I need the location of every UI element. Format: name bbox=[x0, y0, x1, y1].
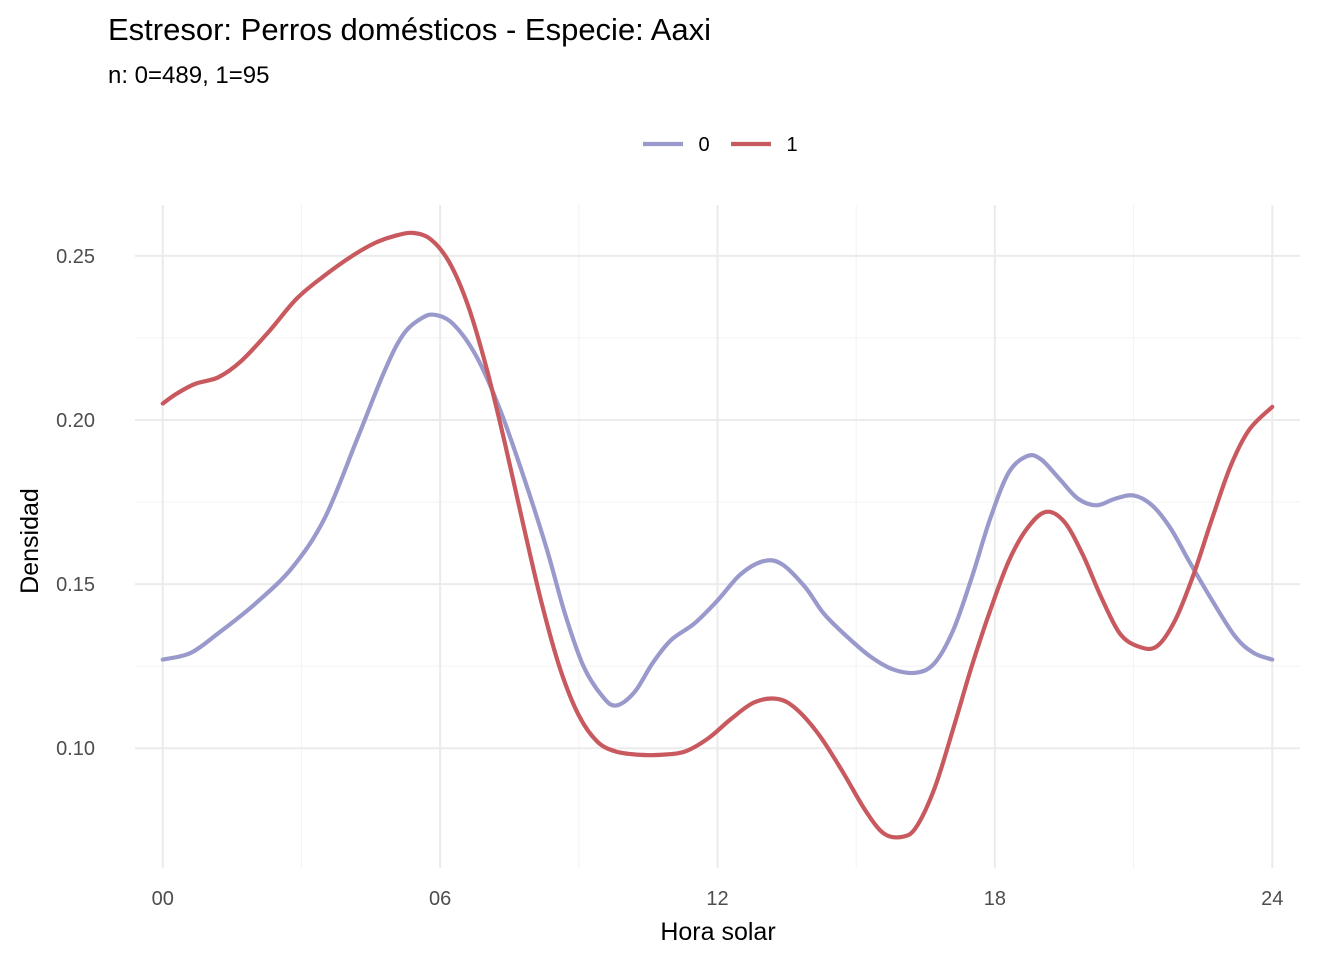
grid-lines bbox=[135, 205, 1300, 868]
x-tick-label: 00 bbox=[152, 888, 174, 910]
x-tick-label: 18 bbox=[984, 888, 1006, 910]
legend-label-0: 0 bbox=[698, 134, 709, 156]
y-axis-ticks: 0.10 0.15 0.20 0.25 bbox=[56, 246, 95, 760]
chart-title: Estresor: Perros domésticos - Especie: A… bbox=[108, 12, 712, 47]
y-axis-title: Densidad bbox=[16, 488, 44, 594]
series-line-1 bbox=[160, 230, 1275, 840]
y-tick-label: 0.15 bbox=[56, 574, 95, 596]
x-axis-ticks: 00 06 12 18 24 bbox=[152, 888, 1284, 910]
x-tick-label: 06 bbox=[429, 888, 451, 910]
y-tick-label: 0.25 bbox=[56, 246, 95, 268]
chart-subtitle: n: 0=489, 1=95 bbox=[108, 62, 270, 89]
x-tick-label: 24 bbox=[1261, 888, 1283, 910]
series-line-0 bbox=[160, 312, 1275, 708]
y-tick-label: 0.10 bbox=[56, 738, 95, 760]
x-tick-label: 12 bbox=[706, 888, 728, 910]
y-tick-label: 0.20 bbox=[56, 410, 95, 432]
legend-label-1: 1 bbox=[786, 134, 797, 156]
series-lines bbox=[160, 230, 1275, 840]
x-axis-title: Hora solar bbox=[660, 918, 775, 946]
